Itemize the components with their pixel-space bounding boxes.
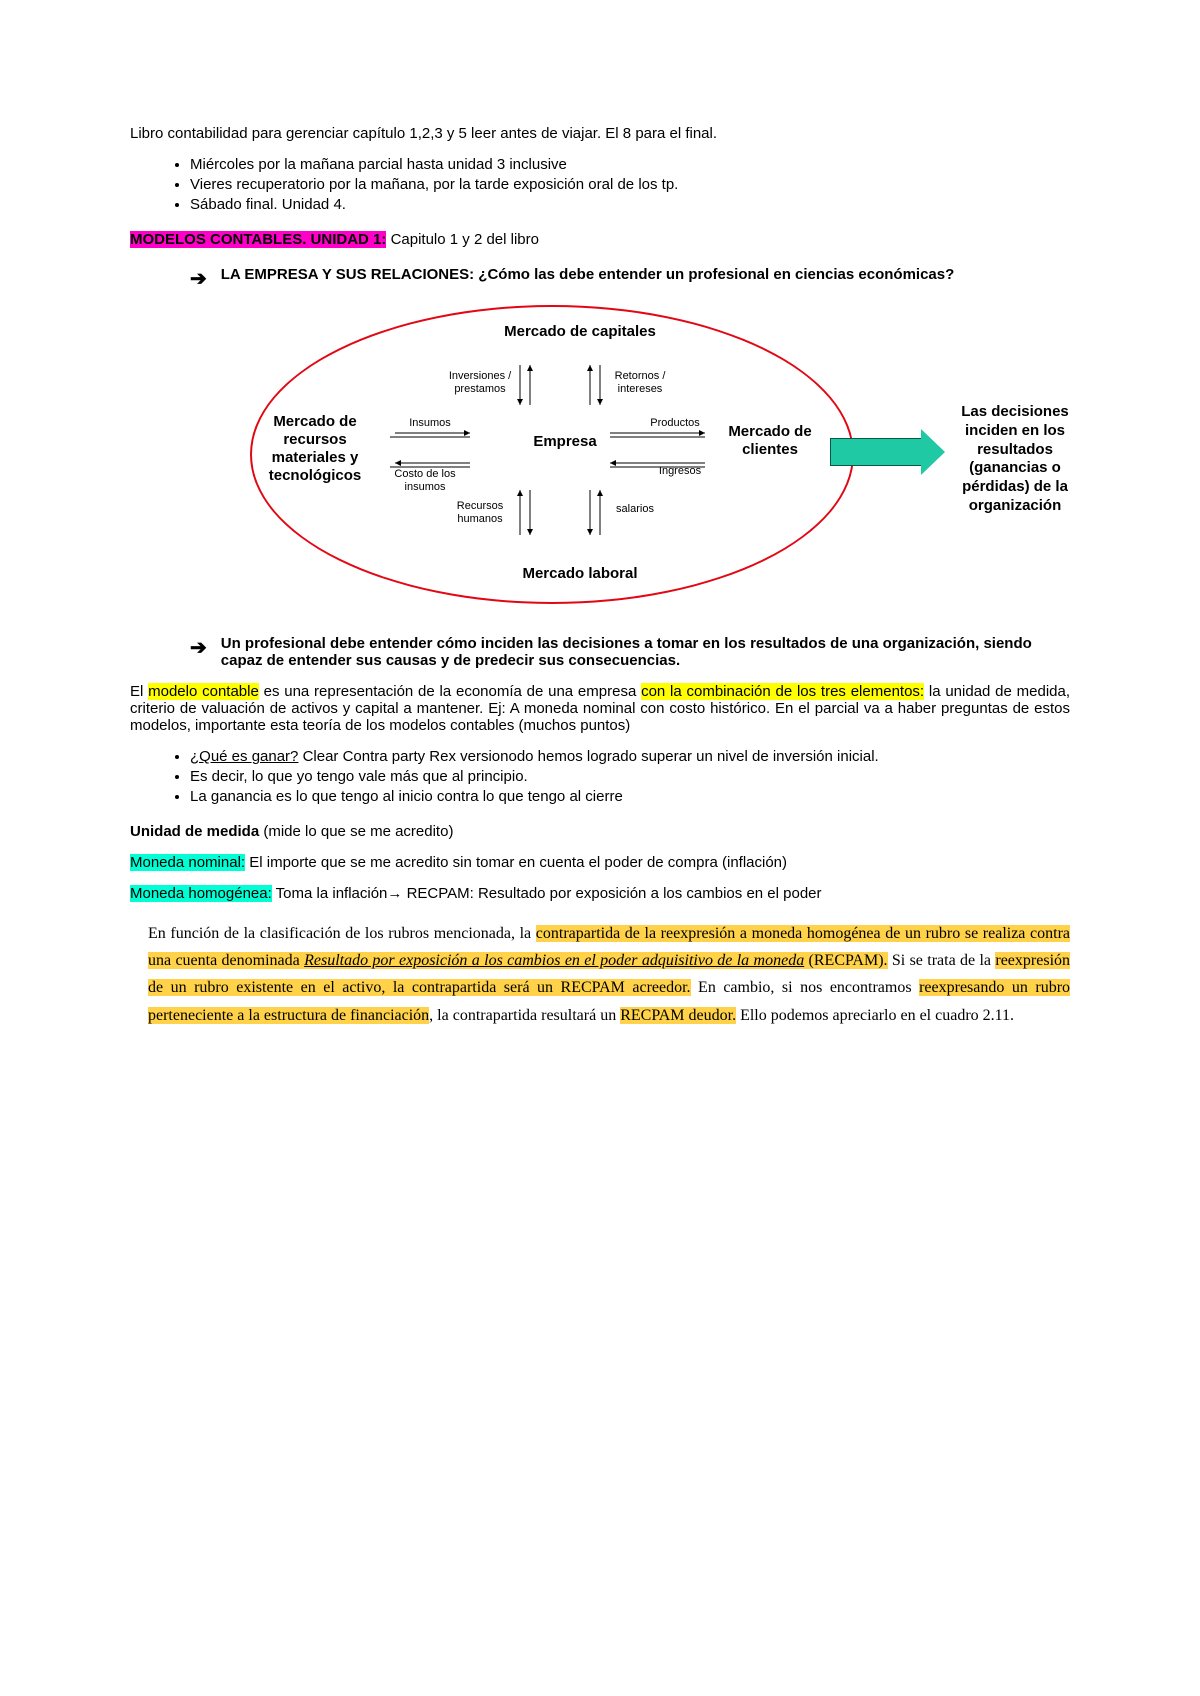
result-arrow: [830, 438, 922, 466]
diagram-bottom-label: Mercado laboral: [500, 565, 660, 583]
highlight: con la combinación de los tres elementos…: [641, 683, 924, 700]
flow-productos: Productos: [640, 417, 710, 430]
diagram-center-label: Empresa: [525, 433, 605, 451]
flow-inv: Inversiones / prestamos: [440, 370, 520, 395]
diagram-top-label: Mercado de capitales: [500, 323, 660, 341]
flow-salarios: salarios: [605, 503, 665, 516]
unit-heading: MODELOS CONTABLES. UNIDAD 1: Capitulo 1 …: [130, 231, 1070, 248]
list-item: Miércoles por la mañana parcial hasta un…: [190, 156, 1070, 173]
list-item: Sábado final. Unidad 4.: [190, 196, 1070, 213]
unit-heading-highlight: MODELOS CONTABLES. UNIDAD 1:: [130, 231, 386, 248]
flow-costo: Costo de los insumos: [385, 468, 465, 493]
flow-rrhh: Recursos humanos: [445, 500, 515, 525]
empresa-diagram: Mercado de capitales Mercado laboral Mer…: [130, 305, 1070, 615]
unidad-medida-head: Unidad de medida (mide lo que se me acre…: [130, 823, 1070, 840]
unit-heading-tail: Capitulo 1 y 2 del libro: [386, 231, 539, 248]
highlight: Moneda nominal:: [130, 854, 245, 871]
highlight: modelo contable: [148, 683, 259, 700]
diagram-side-text: Las decisiones inciden en los resultados…: [940, 403, 1090, 516]
arrow-icon: ➔: [190, 266, 207, 291]
arrow-text: Un profesional debe entender cómo incide…: [221, 635, 1070, 669]
moneda-homogenea: Moneda homogénea: Toma la inflación→ REC…: [130, 885, 1070, 902]
modelo-paragraph: El modelo contable es una representación…: [130, 683, 1070, 734]
flow-ret: Retornos / intereses: [605, 370, 675, 395]
arrow-bullet-1: ➔ LA EMPRESA Y SUS RELACIONES: ¿Cómo las…: [190, 266, 1070, 291]
arrow-icon: ➔: [190, 635, 207, 660]
schedule-list: Miércoles por la mañana parcial hasta un…: [130, 156, 1070, 213]
diagram-left-label: Mercado de recursos materiales y tecnoló…: [250, 413, 380, 485]
ganar-list: ¿Qué es ganar? Clear Contra party Rex ve…: [130, 748, 1070, 805]
moneda-nominal: Moneda nominal: El importe que se me acr…: [130, 854, 1070, 871]
list-item: ¿Qué es ganar? Clear Contra party Rex ve…: [190, 748, 1070, 765]
textbook-excerpt: En función de la clasificación de los ru…: [148, 920, 1070, 1029]
diagram-right-label: Mercado de clientes: [725, 423, 815, 459]
list-item: La ganancia es lo que tengo al inicio co…: [190, 788, 1070, 805]
flow-ingresos: Ingresos: [650, 465, 710, 478]
highlight: RECPAM deudor.: [620, 1007, 736, 1024]
arrow-text: LA EMPRESA Y SUS RELACIONES: ¿Cómo las d…: [221, 266, 1070, 283]
highlight: Moneda homogénea:: [130, 885, 272, 902]
intro-line: Libro contabilidad para gerenciar capítu…: [130, 125, 1070, 142]
list-item: Vieres recuperatorio por la mañana, por …: [190, 176, 1070, 193]
document-page: Libro contabilidad para gerenciar capítu…: [0, 0, 1200, 1129]
list-item: Es decir, lo que yo tengo vale más que a…: [190, 768, 1070, 785]
arrow-bullet-2: ➔ Un profesional debe entender cómo inci…: [190, 635, 1070, 669]
flow-insumos: Insumos: [400, 417, 460, 430]
